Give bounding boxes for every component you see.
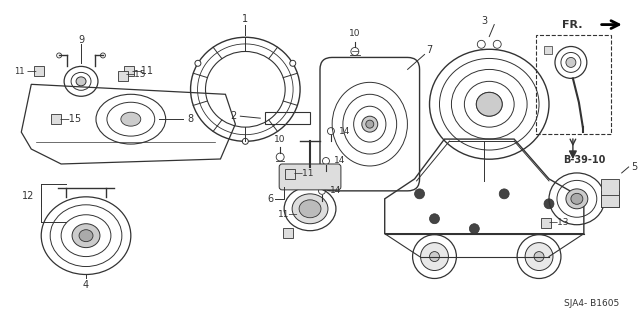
Circle shape	[415, 189, 424, 199]
Text: 10: 10	[275, 135, 286, 144]
Text: 11—: 11—	[278, 210, 298, 219]
Circle shape	[534, 252, 544, 262]
Bar	[285, 169, 295, 179]
Text: —15: —15	[126, 70, 147, 79]
Ellipse shape	[76, 77, 86, 86]
Circle shape	[362, 116, 378, 132]
Circle shape	[525, 243, 553, 271]
Bar	[283, 228, 293, 238]
Ellipse shape	[79, 230, 93, 241]
Ellipse shape	[72, 224, 100, 248]
Circle shape	[469, 224, 479, 234]
Text: 1: 1	[243, 14, 248, 24]
Bar	[601, 191, 619, 207]
Text: 10: 10	[349, 29, 360, 38]
Text: 14: 14	[330, 186, 342, 195]
Bar	[35, 66, 44, 76]
Circle shape	[290, 60, 296, 66]
Bar	[118, 71, 128, 81]
Text: —13: —13	[549, 218, 570, 227]
Bar	[536, 34, 611, 134]
Text: SJA4- B1605: SJA4- B1605	[564, 299, 619, 308]
Text: B-39-10: B-39-10	[563, 155, 605, 165]
Circle shape	[493, 40, 501, 48]
Text: 2: 2	[230, 111, 237, 121]
Text: 7: 7	[426, 46, 433, 56]
Circle shape	[243, 138, 248, 144]
Circle shape	[544, 199, 554, 209]
Text: 11: 11	[14, 67, 24, 76]
Text: 14: 14	[339, 127, 351, 136]
Text: —15: —15	[59, 114, 81, 124]
Circle shape	[366, 120, 374, 128]
Circle shape	[57, 53, 61, 58]
Ellipse shape	[476, 92, 502, 116]
Text: —11: —11	[293, 169, 314, 178]
Bar	[601, 191, 619, 207]
Text: 6: 6	[267, 194, 273, 204]
Ellipse shape	[292, 194, 328, 224]
Circle shape	[429, 214, 440, 224]
Text: 3: 3	[481, 16, 487, 26]
Bar	[601, 179, 619, 195]
Circle shape	[195, 60, 201, 66]
Bar	[544, 47, 552, 55]
Bar	[265, 112, 310, 124]
Circle shape	[566, 57, 576, 67]
Text: —11: —11	[132, 66, 154, 76]
Ellipse shape	[566, 189, 588, 209]
Circle shape	[499, 189, 509, 199]
Ellipse shape	[571, 193, 583, 204]
Ellipse shape	[299, 200, 321, 218]
Text: 4: 4	[83, 280, 89, 290]
Bar	[124, 66, 134, 76]
FancyBboxPatch shape	[279, 164, 341, 190]
Circle shape	[100, 53, 106, 58]
Text: 8: 8	[188, 114, 194, 124]
Circle shape	[477, 40, 485, 48]
Text: 14: 14	[334, 157, 346, 166]
Text: 5: 5	[632, 162, 638, 172]
Text: 12: 12	[22, 191, 35, 201]
Circle shape	[420, 243, 449, 271]
Circle shape	[429, 252, 440, 262]
Bar	[541, 218, 551, 228]
Bar	[51, 114, 61, 124]
Text: —: —	[26, 66, 36, 76]
Text: 9: 9	[78, 34, 84, 45]
Text: FR.: FR.	[563, 19, 583, 30]
Ellipse shape	[121, 112, 141, 126]
